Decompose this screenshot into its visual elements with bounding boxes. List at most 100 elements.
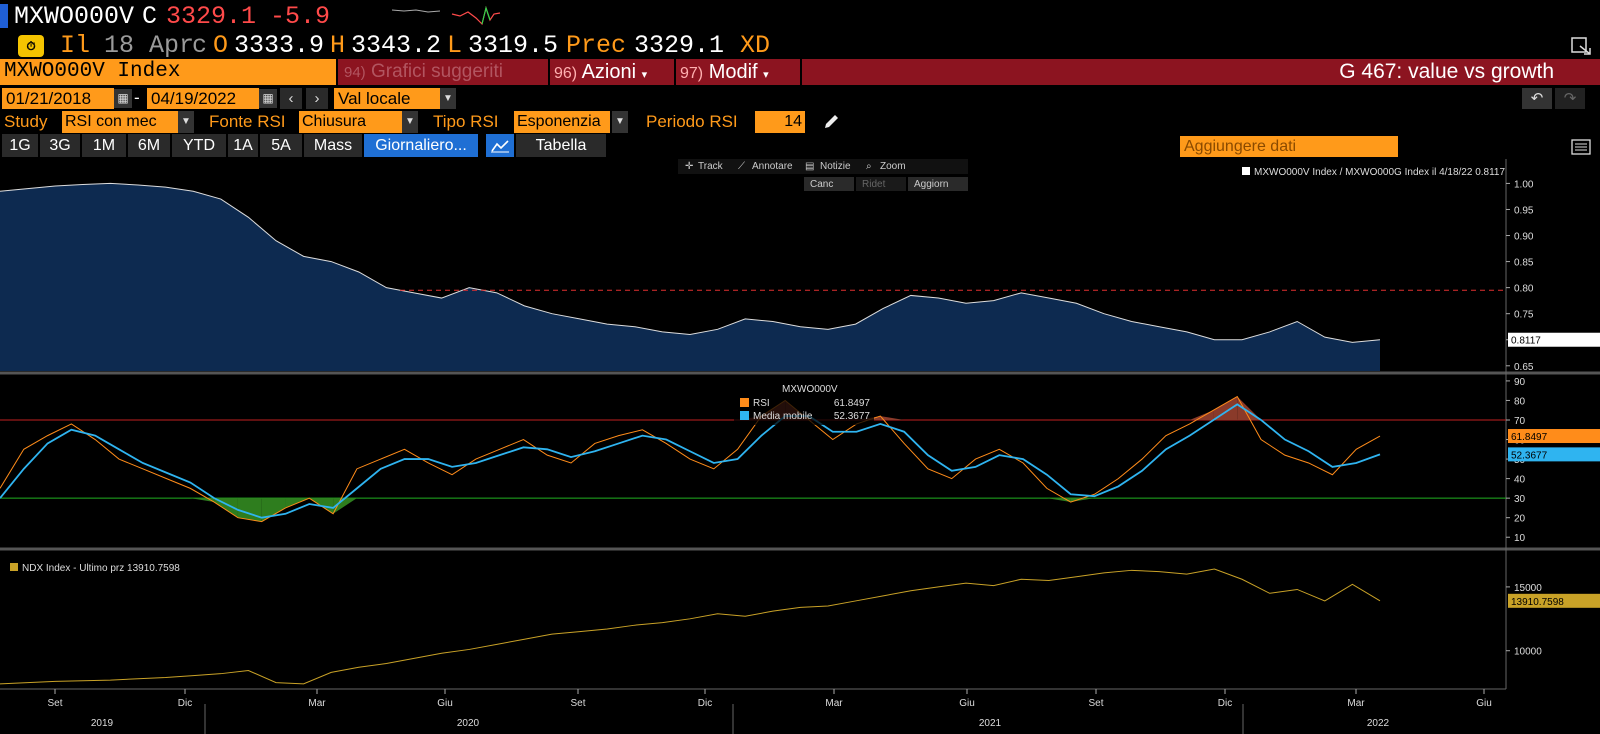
x-tick-label: Mar bbox=[1347, 698, 1365, 709]
ex-dividend-flag: XD bbox=[740, 31, 771, 60]
menu-modif[interactable]: 97) Modif ▾ bbox=[680, 59, 769, 85]
legend-swatch bbox=[1242, 167, 1250, 175]
chart-title: G 467: value vs growth bbox=[1339, 60, 1554, 83]
study-select[interactable]: RSI con mec bbox=[62, 111, 178, 133]
undo-button[interactable]: ↶ bbox=[1522, 88, 1552, 109]
ridet-button[interactable]: Ridet bbox=[862, 179, 886, 190]
tab-5a[interactable]: 5A bbox=[260, 134, 302, 157]
overbought-shade bbox=[1237, 396, 1262, 420]
news-icon[interactable]: ▤ bbox=[805, 161, 814, 172]
y-tick-label: 90 bbox=[1514, 377, 1526, 388]
notizie-button[interactable]: Notizie bbox=[820, 161, 851, 172]
tab-1m[interactable]: 1M bbox=[82, 134, 126, 157]
quote-date-suffix: c bbox=[192, 31, 208, 60]
y-tick-label: 15000 bbox=[1514, 583, 1542, 594]
tab-mass[interactable]: Mass bbox=[304, 134, 362, 157]
last-value-label: 52.3677 bbox=[1511, 450, 1548, 461]
periodo-rsi-label: Periodo RSI bbox=[646, 112, 738, 131]
tab-giornaliero[interactable]: Giornaliero... bbox=[364, 134, 478, 157]
track-button[interactable]: Track bbox=[698, 161, 724, 172]
ndx-panel: 15000 10000 13910.7598 NDX Index - Ultimo p… bbox=[0, 563, 1600, 685]
overbought-shade bbox=[880, 416, 905, 420]
menu-label: Grafici suggeriti bbox=[370, 61, 503, 82]
tab-ytd[interactable]: YTD bbox=[172, 134, 226, 157]
last-price: 3329.1 bbox=[166, 2, 257, 31]
zoom-icon[interactable]: ⌕ bbox=[866, 161, 872, 172]
calendar-icon[interactable]: ▦ bbox=[114, 89, 132, 108]
chevron-down-icon[interactable]: ▼ bbox=[612, 111, 628, 133]
tipo-rsi-select[interactable]: Esponenzia bbox=[514, 111, 610, 133]
high-label: H bbox=[330, 31, 346, 60]
legend-series-name: RSI bbox=[753, 398, 770, 409]
menu-grafici-suggeriti[interactable]: 94) Grafici suggeriti bbox=[344, 59, 503, 85]
tab-1a[interactable]: 1A bbox=[228, 134, 258, 157]
moving-average-line bbox=[0, 403, 1381, 519]
menu-azioni[interactable]: 96) Azioni ▾ bbox=[554, 59, 647, 85]
y-tick-label: 80 bbox=[1514, 396, 1526, 407]
prev-label: Prec bbox=[566, 31, 627, 60]
chart-area[interactable]: ✛ Track ⟋ Annotare ▤ Notizie ⌕ Zoom Canc… bbox=[0, 159, 1600, 734]
annotate-icon[interactable]: ⟋ bbox=[738, 161, 745, 172]
chevron-down-icon[interactable]: ▼ bbox=[178, 111, 194, 133]
redo-button[interactable]: ↷ bbox=[1555, 88, 1585, 109]
x-tick-label: Mar bbox=[825, 698, 843, 709]
year-label: 2022 bbox=[1367, 718, 1390, 729]
close-label: C bbox=[142, 2, 158, 31]
calendar-icon[interactable]: ▦ bbox=[259, 89, 277, 108]
last-value-tag bbox=[1508, 332, 1600, 347]
y-tick-label: 0.80 bbox=[1514, 284, 1534, 295]
divider bbox=[674, 59, 676, 85]
fonte-rsi-select[interactable]: Chiusura bbox=[299, 111, 402, 133]
crosshair-icon[interactable]: ✛ bbox=[685, 161, 693, 172]
y-tick-label: 10 bbox=[1514, 533, 1526, 544]
alarm-clock-icon[interactable]: ⏱ bbox=[18, 35, 44, 57]
legend-box bbox=[734, 381, 874, 425]
chevron-down-icon[interactable]: ▼ bbox=[440, 88, 456, 109]
x-tick-label: Giu bbox=[437, 698, 453, 709]
security-input[interactable]: MXWO000V Index bbox=[0, 59, 336, 85]
aggiorn-button[interactable]: Aggiorn bbox=[914, 179, 948, 190]
next-period-button[interactable]: › bbox=[306, 88, 328, 109]
chevron-down-icon[interactable]: ▼ bbox=[402, 111, 418, 133]
last-value-label: 61.8497 bbox=[1511, 432, 1548, 443]
y-tick-label: 70 bbox=[1514, 416, 1526, 427]
add-data-input[interactable]: Aggiungere dati bbox=[1180, 136, 1398, 157]
start-date-field[interactable]: 01/21/2018 bbox=[2, 88, 114, 109]
x-tick-label: Giu bbox=[959, 698, 975, 709]
tab-1g[interactable]: 1G bbox=[2, 134, 38, 157]
oversold-shade bbox=[261, 498, 286, 522]
legend-series-value: 52.3677 bbox=[834, 411, 871, 422]
chart-settings-icon[interactable] bbox=[1570, 138, 1592, 156]
chart-toolbar: ✛ Track ⟋ Annotare ▤ Notizie ⌕ Zoom Canc… bbox=[678, 159, 968, 191]
tab-6m[interactable]: 6M bbox=[128, 134, 170, 157]
menu-label: Azioni bbox=[581, 61, 637, 83]
prev-period-button[interactable]: ‹ bbox=[280, 88, 302, 109]
pencil-icon[interactable] bbox=[822, 113, 842, 131]
y-tick-label: 40 bbox=[1514, 475, 1526, 486]
overbought-shade bbox=[1189, 410, 1214, 420]
tab-tabella[interactable]: Tabella bbox=[516, 134, 606, 157]
legend-series-value: 61.8497 bbox=[834, 398, 871, 409]
x-tick-label: Dic bbox=[1218, 698, 1232, 709]
end-date-field[interactable]: 04/19/2022 bbox=[147, 88, 259, 109]
year-label: 2020 bbox=[457, 718, 480, 729]
tab-3g[interactable]: 3G bbox=[40, 134, 80, 157]
currency-select[interactable]: Val locale bbox=[334, 88, 440, 109]
annotare-button[interactable]: Annotare bbox=[752, 161, 793, 172]
ticker-symbol: MXWO000V bbox=[14, 2, 135, 31]
menu-number: 96) bbox=[554, 65, 578, 82]
canc-button[interactable]: Canc bbox=[810, 179, 833, 190]
prev-value: 3329.1 bbox=[634, 31, 725, 60]
periodo-rsi-input[interactable]: 14 bbox=[755, 111, 805, 133]
zoom-button[interactable]: Zoom bbox=[880, 161, 906, 172]
menu-number: 97) bbox=[680, 65, 704, 82]
legend-swatch bbox=[740, 398, 749, 407]
popout-icon[interactable] bbox=[1570, 34, 1594, 58]
y-tick-label: 20 bbox=[1514, 514, 1526, 525]
legend-text: NDX Index - Ultimo prz 13910.7598 bbox=[22, 563, 180, 574]
menu-number: 94) bbox=[344, 64, 366, 81]
chart-view-icon[interactable] bbox=[486, 134, 514, 157]
x-tick-label: Mar bbox=[308, 698, 326, 709]
quote-il-label: Il bbox=[60, 31, 91, 60]
tipo-rsi-label: Tipo RSI bbox=[433, 112, 499, 131]
